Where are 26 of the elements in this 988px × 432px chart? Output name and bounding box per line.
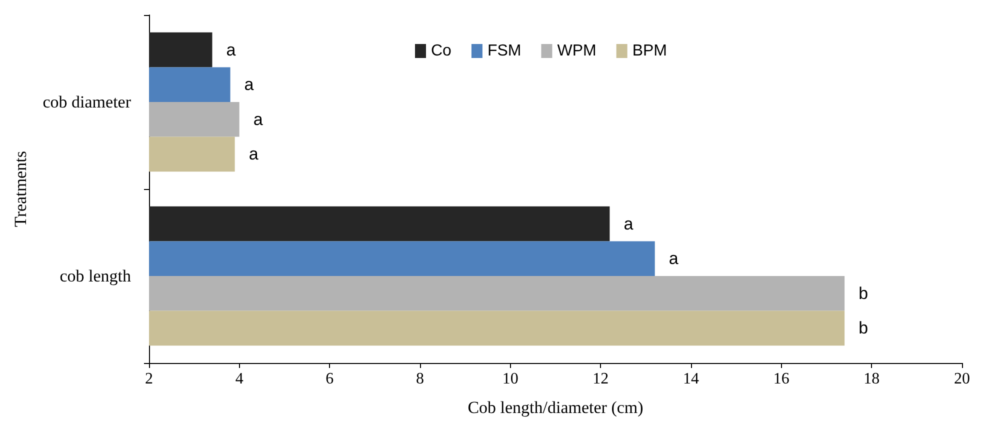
x-tick-label: 16 <box>773 370 790 388</box>
y-tick-label: cob diameter <box>42 92 132 112</box>
x-tick-label: 6 <box>326 370 334 388</box>
x-axis-title: Cob length/diameter (cm) <box>468 398 644 417</box>
x-tick-label: 10 <box>502 370 518 388</box>
data-label: a <box>253 110 264 129</box>
x-tick-label: 12 <box>592 370 609 388</box>
data-label: a <box>226 40 236 60</box>
x-tick-label: 8 <box>416 370 424 388</box>
legend-label: Co <box>431 42 452 60</box>
data-label: a <box>668 249 679 268</box>
data-label: b <box>858 284 868 303</box>
x-tick-label: 20 <box>954 370 970 388</box>
x-tick-label: 14 <box>683 370 699 388</box>
legend-label: FSM <box>487 42 522 60</box>
legend-label: BPM <box>632 42 667 60</box>
legend-label: WPM <box>557 42 596 60</box>
data-label: a <box>248 144 259 164</box>
y-axis-title: Treatments <box>11 151 30 227</box>
x-tick-label: 4 <box>235 370 244 388</box>
data-label: a <box>624 214 634 234</box>
x-tick-label: 18 <box>864 370 880 388</box>
data-label: a <box>244 75 254 94</box>
x-tick-label: 2 <box>145 370 153 388</box>
data-label: b <box>858 318 868 338</box>
y-tick-label: cob length <box>60 266 132 286</box>
